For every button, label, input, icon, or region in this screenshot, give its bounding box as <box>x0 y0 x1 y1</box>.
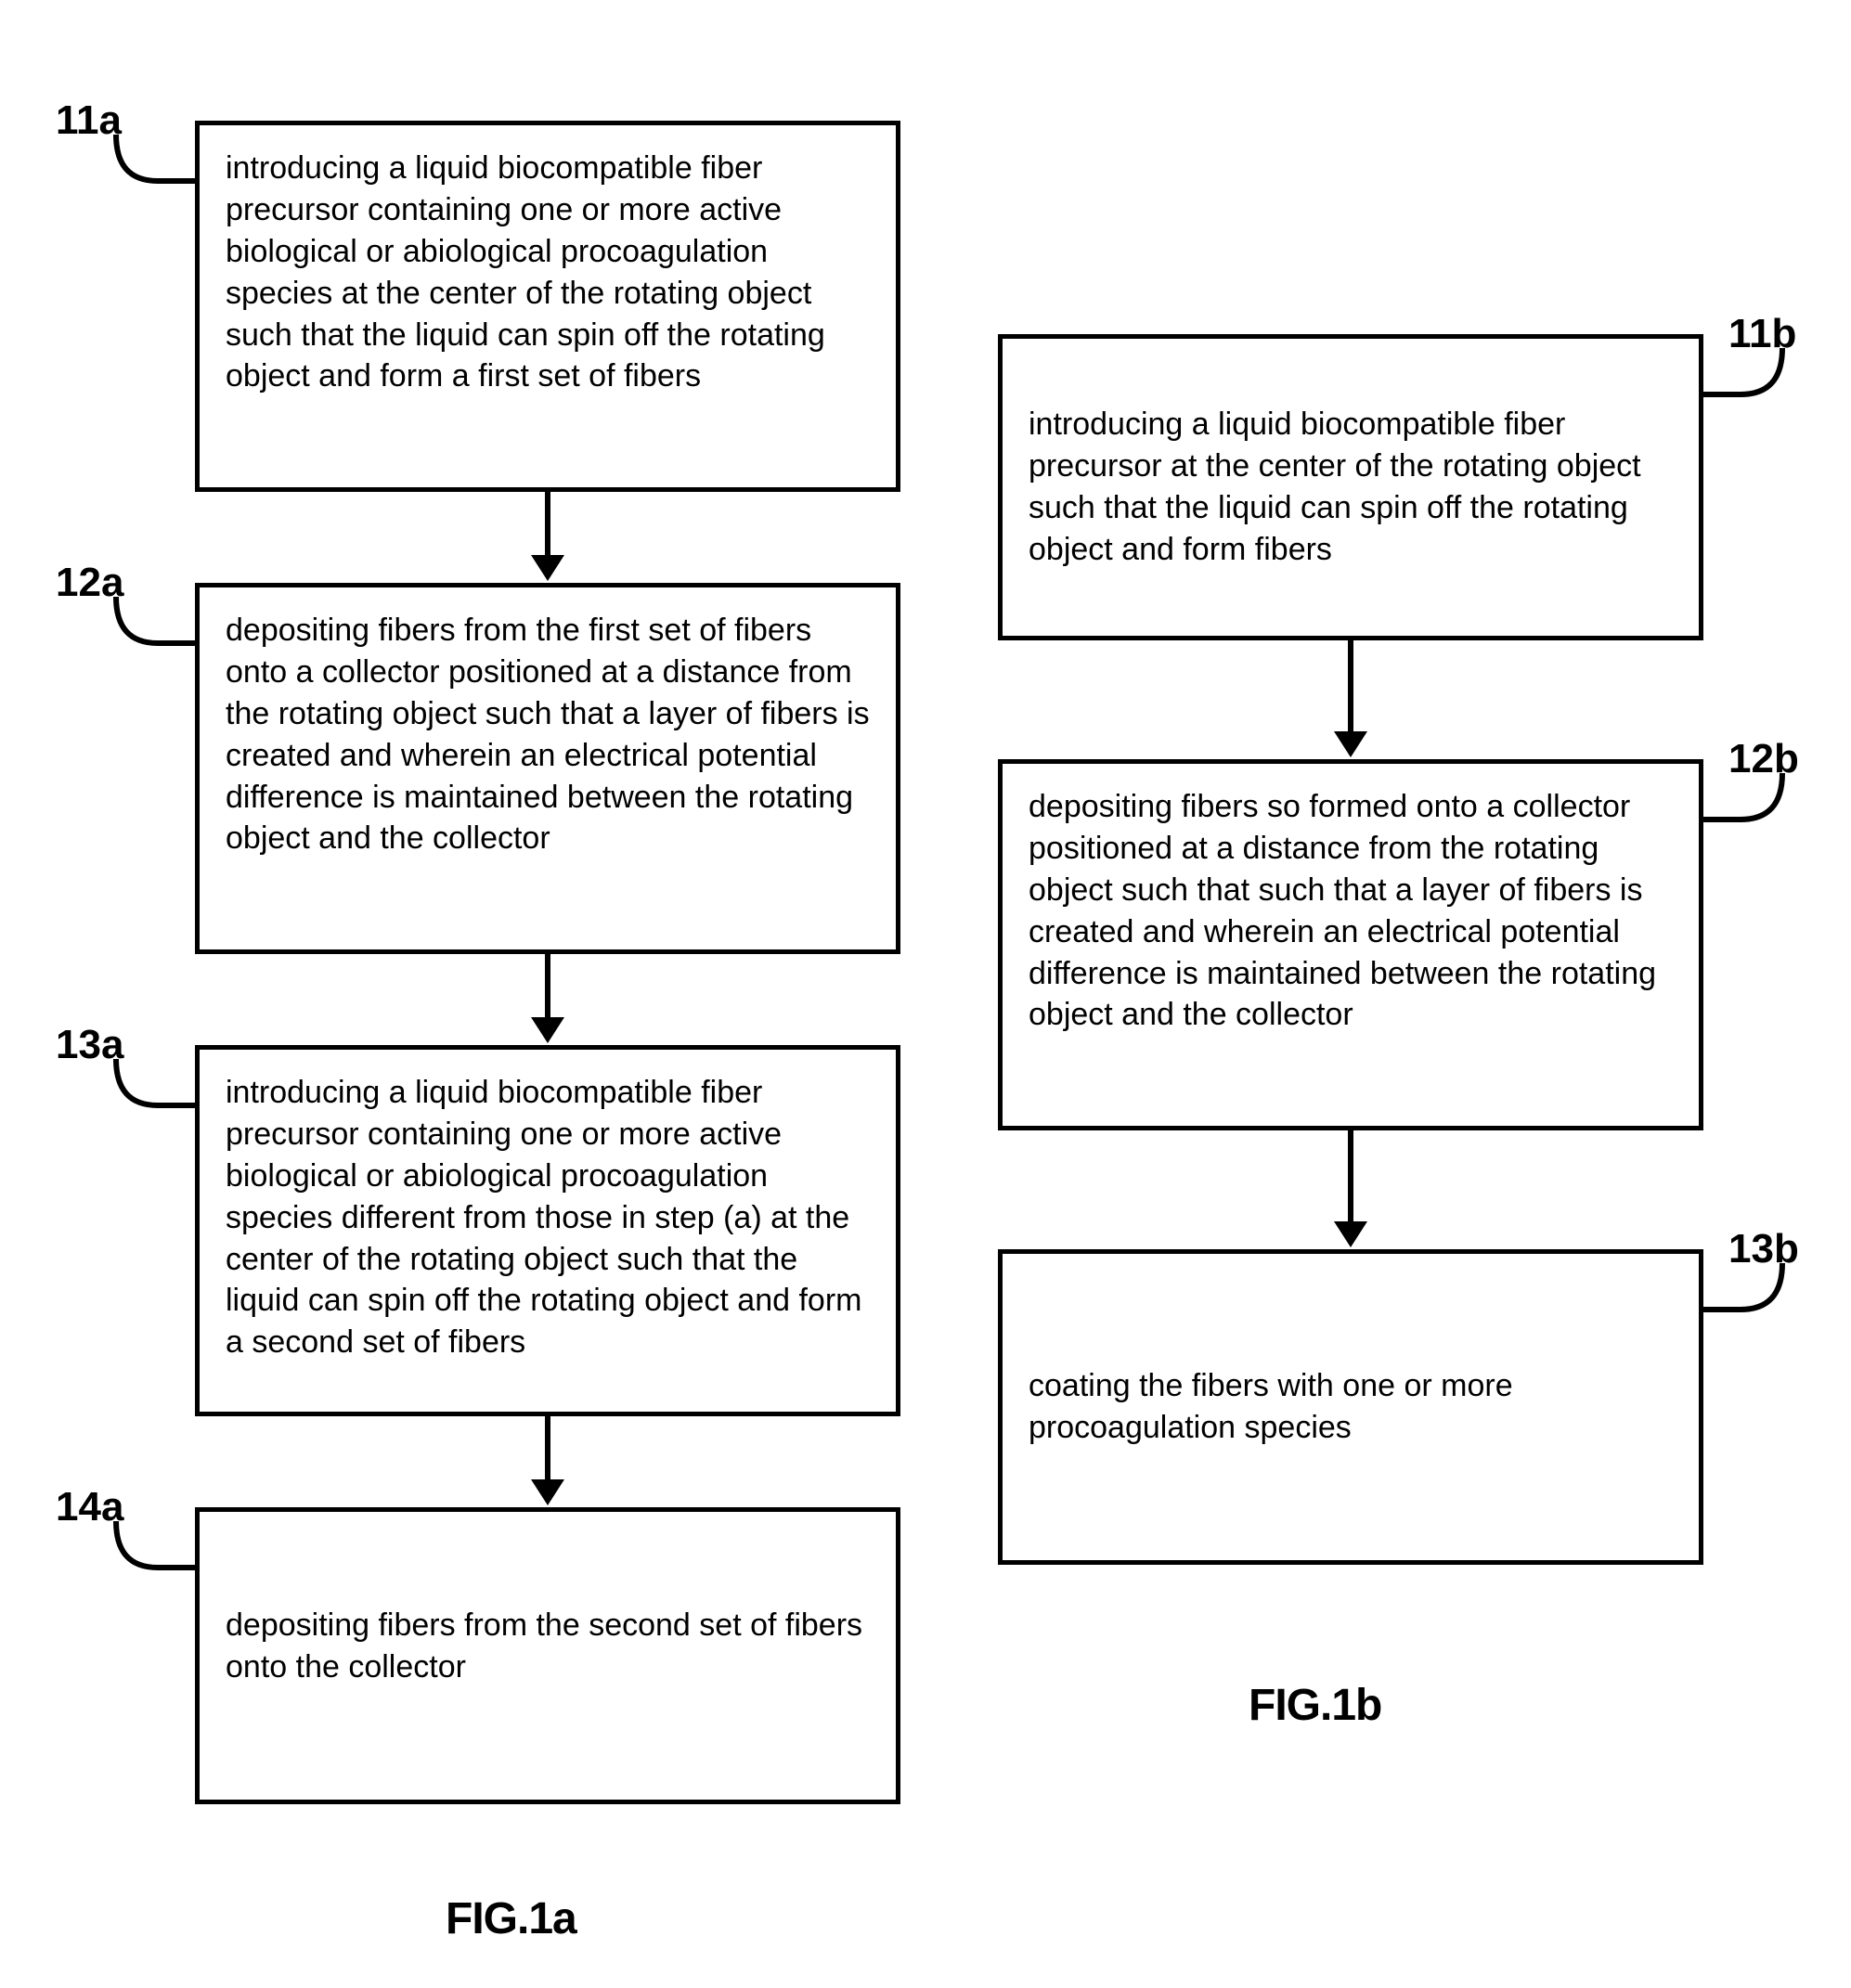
arrow-shaft <box>545 1416 550 1481</box>
flow-box-13a: introducing a liquid biocompatible fiber… <box>195 1045 900 1416</box>
caption-text: FIG.1a <box>446 1894 576 1943</box>
box-text: depositing fibers from the second set of… <box>226 1607 862 1685</box>
arrow-shaft <box>1348 1130 1353 1223</box>
box-text: introducing a liquid biocompatible fiber… <box>226 150 825 394</box>
hook-13a <box>111 1054 195 1129</box>
flow-box-11b: introducing a liquid biocompatible fiber… <box>998 334 1703 640</box>
figure-caption-a: FIG.1a <box>446 1893 576 1944</box>
hook-13b <box>1703 1259 1787 1333</box>
hook-11b <box>1703 343 1787 418</box>
arrow-head <box>531 1479 564 1505</box>
flow-box-14a: depositing fibers from the second set of… <box>195 1507 900 1804</box>
arrow-head <box>531 1017 564 1043</box>
figure-caption-b: FIG.1b <box>1249 1680 1381 1731</box>
flow-box-13b: coating the fibers with one or more proc… <box>998 1249 1703 1565</box>
arrow-shaft <box>545 954 550 1019</box>
hook-11a <box>111 130 195 204</box>
flow-box-12b: depositing fibers so formed onto a colle… <box>998 759 1703 1130</box>
hook-12a <box>111 592 195 666</box>
flow-box-12a: depositing fibers from the first set of … <box>195 583 900 954</box>
box-text: introducing a liquid biocompatible fiber… <box>226 1075 861 1360</box>
box-text: depositing fibers from the first set of … <box>226 613 870 856</box>
box-text: coating the fibers with one or more proc… <box>1029 1368 1513 1445</box>
arrow-shaft <box>1348 640 1353 733</box>
arrow-shaft <box>545 492 550 557</box>
caption-text: FIG.1b <box>1249 1681 1381 1730</box>
arrow-head <box>531 555 564 581</box>
hook-14a <box>111 1517 195 1591</box>
arrow-head <box>1334 1221 1367 1247</box>
flow-box-11a: introducing a liquid biocompatible fiber… <box>195 121 900 492</box>
hook-12b <box>1703 768 1787 843</box>
page: introducing a liquid biocompatible fiber… <box>0 0 1851 1988</box>
box-text: depositing fibers so formed onto a colle… <box>1029 789 1656 1032</box>
box-text: introducing a liquid biocompatible fiber… <box>1029 407 1641 567</box>
arrow-head <box>1334 731 1367 757</box>
